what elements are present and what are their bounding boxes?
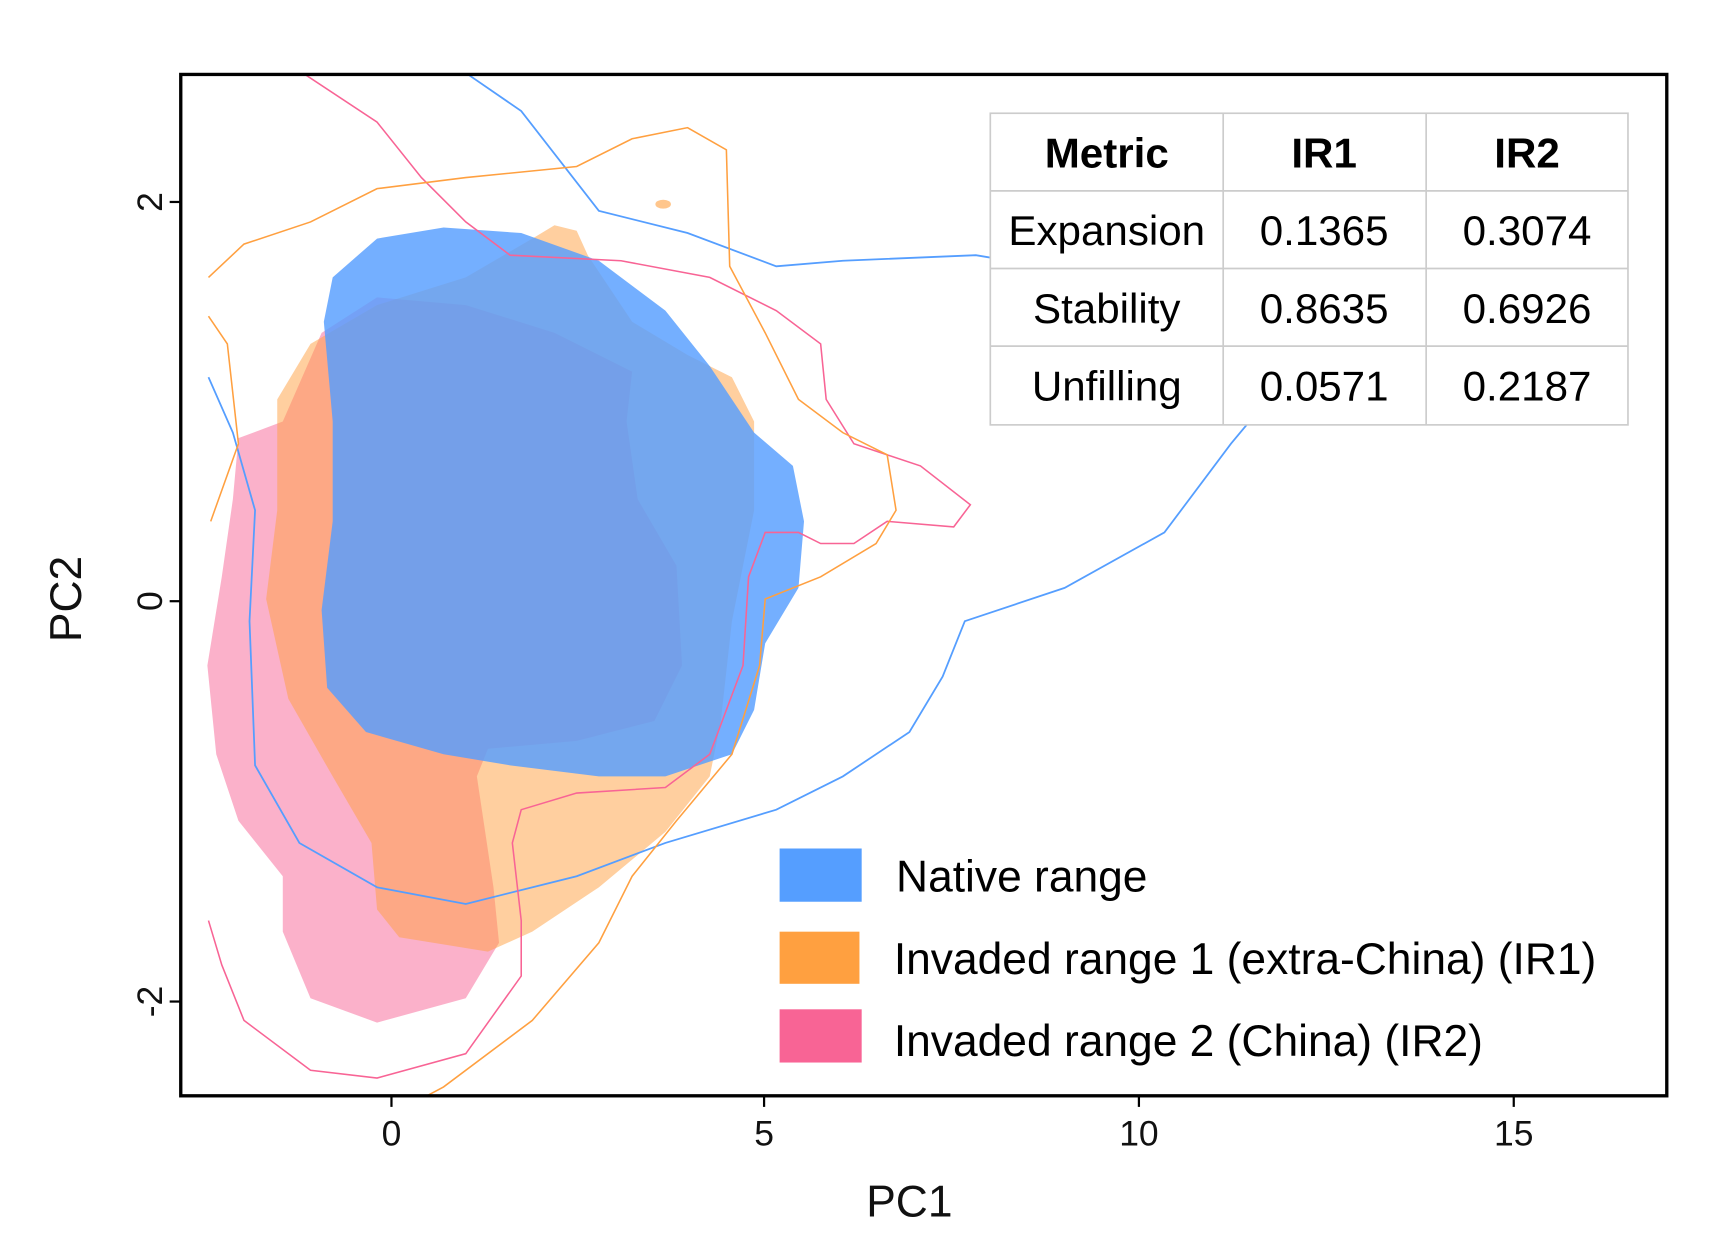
table-cell: 0.3074 bbox=[1463, 207, 1592, 254]
metrics-table: Metric IR1 IR2 Expansion 0.1365 0.3074 S… bbox=[989, 112, 1629, 426]
table-cell: 0.8635 bbox=[1260, 285, 1389, 332]
legend-swatch-ir2 bbox=[779, 1009, 862, 1063]
legend: Native range Invaded range 1 (extra-Chin… bbox=[779, 848, 1596, 1066]
legend-label: Invaded range 1 (extra-China) (IR1) bbox=[894, 935, 1596, 984]
native-density-fill bbox=[321, 227, 805, 777]
ir1-contour-line-left bbox=[207, 315, 240, 522]
y-tick-label: -2 bbox=[130, 986, 170, 1018]
x-tick-label: 5 bbox=[754, 1114, 774, 1154]
legend-label: Invaded range 2 (China) (IR2) bbox=[894, 1017, 1483, 1066]
legend-label: Native range bbox=[896, 853, 1147, 902]
ir1-contour-line bbox=[207, 126, 897, 1096]
legend-swatch-native bbox=[779, 848, 862, 902]
plot-frame bbox=[179, 72, 1669, 1098]
table-cell: 0.0571 bbox=[1260, 362, 1389, 409]
table-cell: 0.6926 bbox=[1463, 285, 1592, 332]
table-header: Metric bbox=[1045, 130, 1169, 177]
x-axis-title: PC1 bbox=[866, 1178, 952, 1227]
x-tick-label: 10 bbox=[1119, 1114, 1158, 1154]
ir1-small-blob bbox=[655, 199, 671, 209]
y-axis-title: PC2 bbox=[42, 556, 91, 642]
ir2-contour-line bbox=[207, 74, 972, 1079]
y-tick-label: 2 bbox=[130, 192, 170, 212]
table-cell: Unfilling bbox=[1032, 362, 1182, 409]
table-header: IR1 bbox=[1291, 130, 1357, 177]
table-cell: 0.1365 bbox=[1260, 207, 1389, 254]
native-contour-line bbox=[207, 74, 1299, 905]
table-cell: 0.2187 bbox=[1463, 362, 1592, 409]
legend-swatch-ir1 bbox=[779, 931, 860, 984]
x-tick-label: 0 bbox=[382, 1114, 402, 1154]
y-tick-label: 0 bbox=[130, 591, 170, 611]
table-cell: Stability bbox=[1033, 285, 1181, 332]
x-tick-label: 15 bbox=[1494, 1114, 1533, 1154]
table-cell: Expansion bbox=[1008, 207, 1205, 254]
table-header: IR2 bbox=[1494, 130, 1560, 177]
